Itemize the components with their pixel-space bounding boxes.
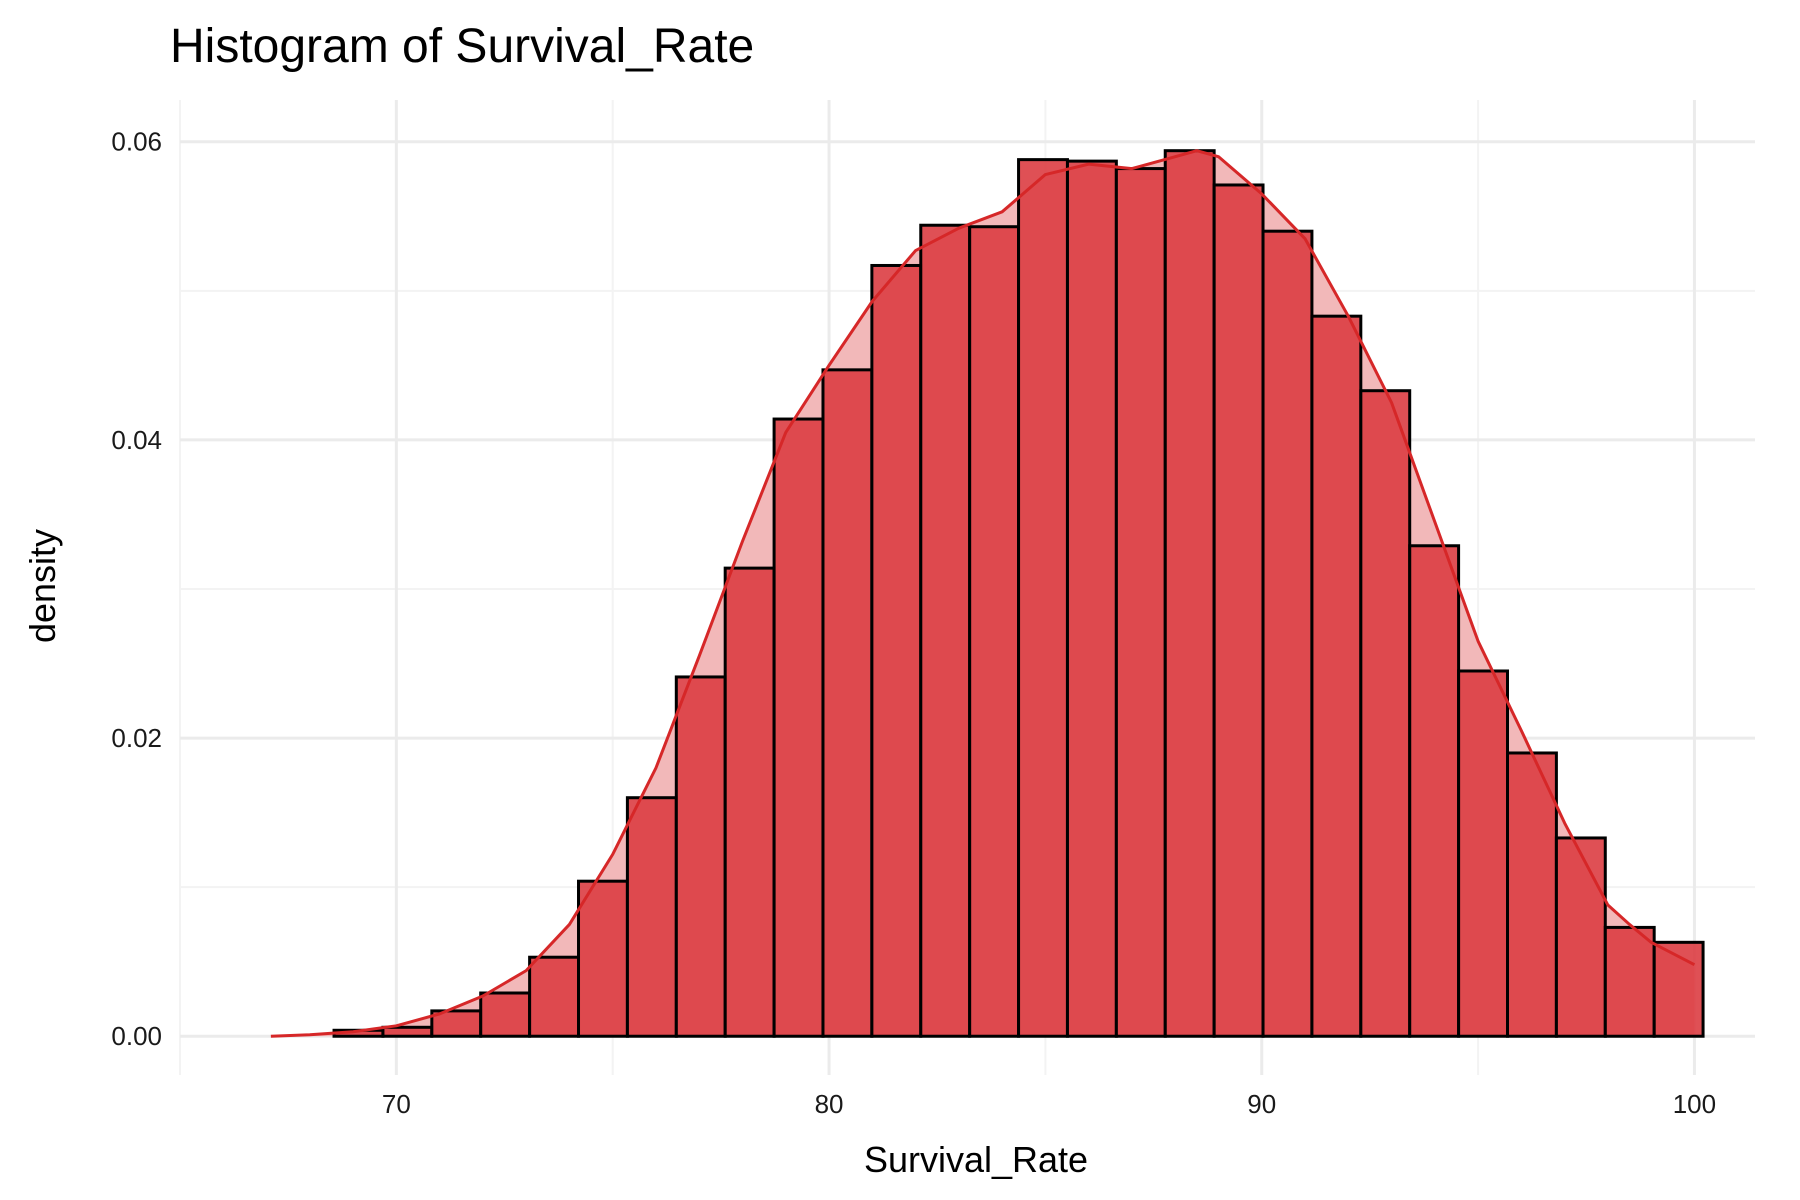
x-axis-label: Survival_Rate: [864, 1139, 1088, 1180]
histogram-bar: [1410, 546, 1459, 1036]
histogram-bar: [1263, 231, 1312, 1036]
y-axis-label: density: [22, 529, 63, 643]
histogram-bar: [1116, 169, 1165, 1037]
histogram-bar: [627, 798, 676, 1037]
chart-title: Histogram of Survival_Rate: [170, 20, 754, 73]
histogram-bar: [676, 677, 725, 1036]
y-tick-label: 0.04: [111, 425, 162, 455]
histogram-bar: [383, 1027, 432, 1036]
histogram-bars: [334, 151, 1703, 1037]
x-tick-label: 80: [815, 1089, 844, 1119]
histogram-bar: [1019, 160, 1068, 1037]
x-tick-label: 100: [1673, 1089, 1716, 1119]
histogram-bar: [921, 225, 970, 1036]
histogram-bar: [725, 568, 774, 1036]
histogram-bar: [823, 370, 872, 1036]
histogram-bar: [1312, 316, 1361, 1036]
histogram-bar: [481, 993, 530, 1036]
histogram-bar: [579, 881, 628, 1036]
y-tick-label: 0.06: [111, 127, 162, 157]
histogram-bar: [1361, 391, 1410, 1037]
histogram-bar: [774, 419, 823, 1036]
histogram-bar: [530, 957, 579, 1036]
histogram-bar: [1067, 161, 1116, 1036]
histogram-bar: [1165, 151, 1214, 1037]
y-axis-ticks: 0.00 0.02 0.04 0.06: [111, 127, 162, 1051]
y-tick-label: 0.02: [111, 723, 162, 753]
x-tick-label: 90: [1247, 1089, 1276, 1119]
x-tick-label: 70: [382, 1089, 411, 1119]
histogram-bar: [1508, 753, 1557, 1036]
y-tick-label: 0.00: [111, 1021, 162, 1051]
histogram-bar: [1459, 671, 1508, 1036]
histogram-bar: [1214, 185, 1263, 1036]
histogram-bar: [1605, 927, 1654, 1036]
x-axis-ticks: 70 80 90 100: [382, 1089, 1716, 1119]
histogram-bar: [872, 265, 921, 1036]
histogram-bar: [1556, 838, 1605, 1036]
histogram-bar: [970, 227, 1019, 1037]
